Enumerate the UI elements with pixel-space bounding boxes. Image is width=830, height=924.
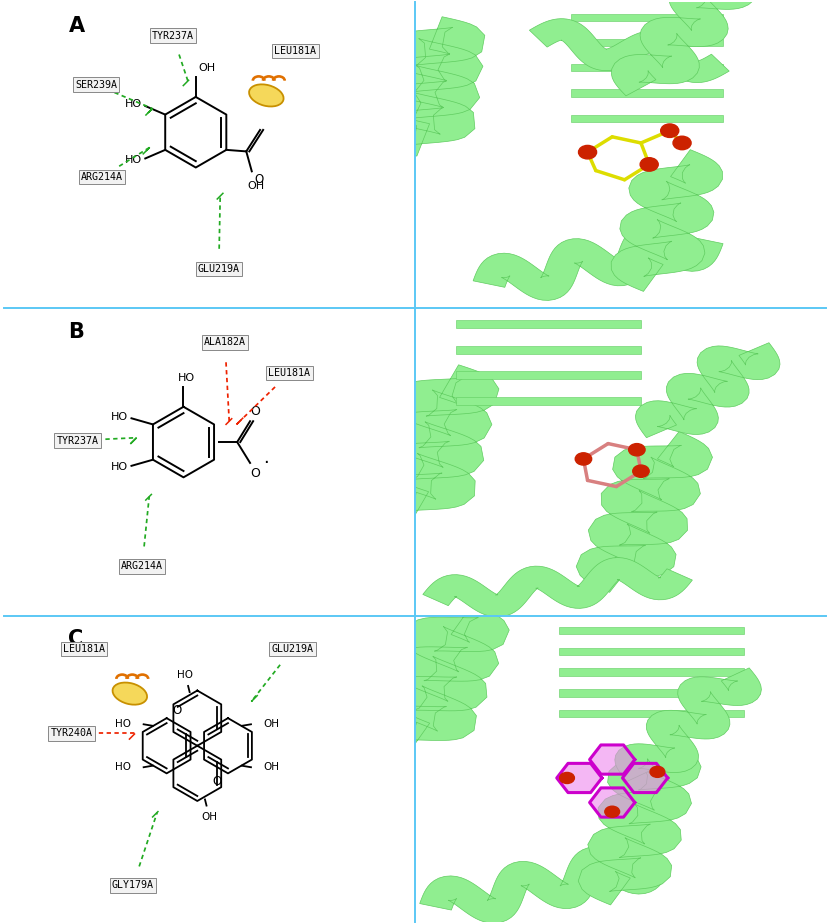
- Text: TYR240A: TYR240A: [51, 728, 92, 738]
- Ellipse shape: [113, 683, 147, 705]
- Text: OH: OH: [202, 811, 217, 821]
- Text: A: A: [68, 16, 85, 36]
- Text: LEU181A: LEU181A: [275, 46, 316, 56]
- Text: HO: HO: [115, 762, 131, 772]
- Text: ARG214A: ARG214A: [121, 561, 163, 571]
- Text: O: O: [173, 704, 182, 717]
- Text: SER239A: SER239A: [75, 79, 117, 90]
- Circle shape: [605, 807, 620, 817]
- Text: HO: HO: [111, 412, 129, 421]
- Polygon shape: [473, 225, 723, 300]
- Polygon shape: [369, 365, 499, 524]
- Polygon shape: [374, 17, 485, 156]
- Polygon shape: [422, 557, 692, 617]
- Polygon shape: [576, 432, 712, 592]
- Polygon shape: [579, 743, 701, 905]
- Circle shape: [579, 145, 597, 159]
- Text: C: C: [68, 629, 84, 650]
- Circle shape: [640, 158, 658, 171]
- Text: O: O: [254, 174, 263, 187]
- Text: LEU181A: LEU181A: [63, 644, 105, 654]
- Polygon shape: [372, 604, 510, 753]
- Polygon shape: [420, 846, 670, 923]
- Text: HO: HO: [111, 462, 129, 472]
- Polygon shape: [615, 668, 761, 782]
- Text: O: O: [212, 774, 222, 787]
- Polygon shape: [611, 150, 722, 291]
- Circle shape: [661, 124, 679, 138]
- Polygon shape: [530, 18, 730, 82]
- Circle shape: [559, 772, 574, 784]
- Text: HO: HO: [115, 719, 131, 729]
- Text: GLU219A: GLU219A: [271, 644, 314, 654]
- Polygon shape: [557, 763, 602, 793]
- Text: HO: HO: [177, 670, 193, 680]
- Text: ·: ·: [263, 454, 269, 472]
- Text: B: B: [68, 322, 85, 343]
- Text: ALA182A: ALA182A: [204, 337, 246, 347]
- Circle shape: [673, 136, 691, 150]
- Text: TYR237A: TYR237A: [152, 30, 193, 41]
- Text: HO: HO: [125, 155, 142, 165]
- Text: GLU219A: GLU219A: [198, 263, 240, 274]
- Text: LEU181A: LEU181A: [268, 368, 310, 378]
- Polygon shape: [622, 763, 667, 793]
- Circle shape: [628, 444, 645, 456]
- Circle shape: [575, 453, 592, 465]
- Text: OH: OH: [247, 180, 265, 190]
- Text: O: O: [251, 467, 261, 480]
- Polygon shape: [589, 745, 635, 774]
- Text: OH: OH: [199, 63, 216, 73]
- Ellipse shape: [249, 84, 284, 106]
- Text: OH: OH: [263, 762, 279, 772]
- Polygon shape: [589, 788, 635, 817]
- Circle shape: [650, 766, 665, 777]
- Text: ARG214A: ARG214A: [81, 172, 123, 182]
- Text: OH: OH: [263, 719, 279, 729]
- Text: O: O: [251, 405, 261, 418]
- Circle shape: [632, 465, 649, 478]
- Text: TYR237A: TYR237A: [56, 435, 99, 445]
- Text: HO: HO: [178, 373, 195, 383]
- Polygon shape: [636, 343, 780, 438]
- Polygon shape: [612, 0, 757, 96]
- Text: HO: HO: [125, 99, 142, 109]
- Text: GLY179A: GLY179A: [112, 881, 154, 891]
